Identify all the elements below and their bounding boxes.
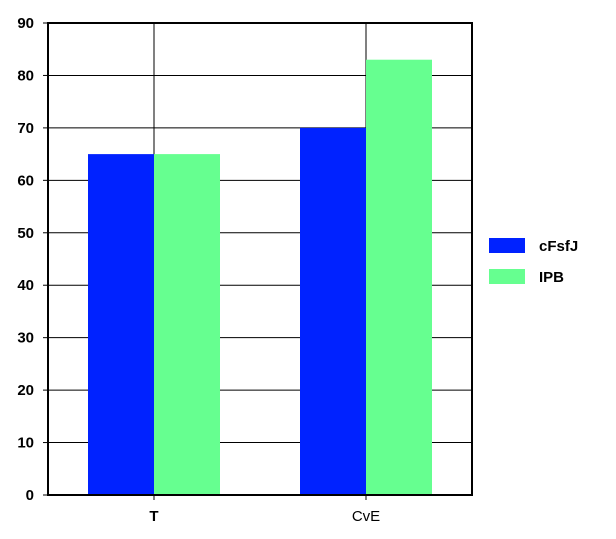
- bar-cFsfJ-T: [88, 154, 154, 495]
- x-tick-label: T: [149, 508, 158, 525]
- y-axis: 0 10 20 30 40 50 60 70 80 90: [17, 15, 48, 504]
- legend-swatch: [489, 269, 525, 284]
- y-tick-label: 30: [17, 330, 34, 347]
- legend-swatch: [489, 238, 525, 253]
- y-tick-label: 90: [17, 15, 34, 32]
- y-tick-label: 20: [17, 382, 34, 399]
- legend: cFsfJ IPB: [489, 238, 578, 286]
- bar-cFsfJ-CvE: [300, 127, 366, 495]
- x-axis: T CvE: [149, 495, 380, 525]
- legend-label: IPB: [539, 269, 564, 286]
- y-tick-label: 50: [17, 225, 34, 242]
- bar-IPB-CvE: [366, 59, 432, 495]
- y-tick-label: 80: [17, 67, 34, 84]
- x-tick-label: CvE: [352, 508, 380, 525]
- y-tick-label: 10: [17, 435, 34, 452]
- y-tick-label: 40: [17, 277, 34, 294]
- plot-frame: [47, 22, 473, 496]
- y-tick-label: 70: [17, 120, 34, 137]
- bar-IPB-T: [154, 154, 220, 495]
- y-tick-label: 60: [17, 172, 34, 189]
- bars: [88, 59, 432, 495]
- legend-label: cFsfJ: [539, 238, 578, 255]
- y-tick-label: 0: [26, 487, 34, 504]
